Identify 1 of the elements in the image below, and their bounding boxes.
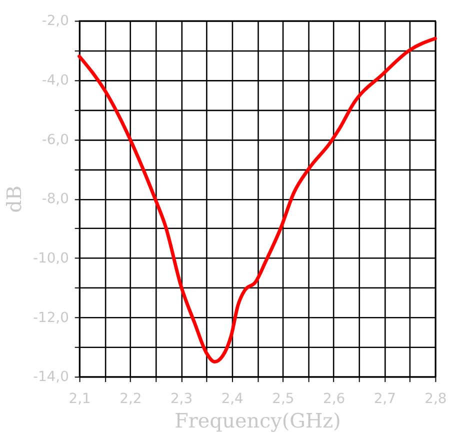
line-series <box>78 36 437 364</box>
